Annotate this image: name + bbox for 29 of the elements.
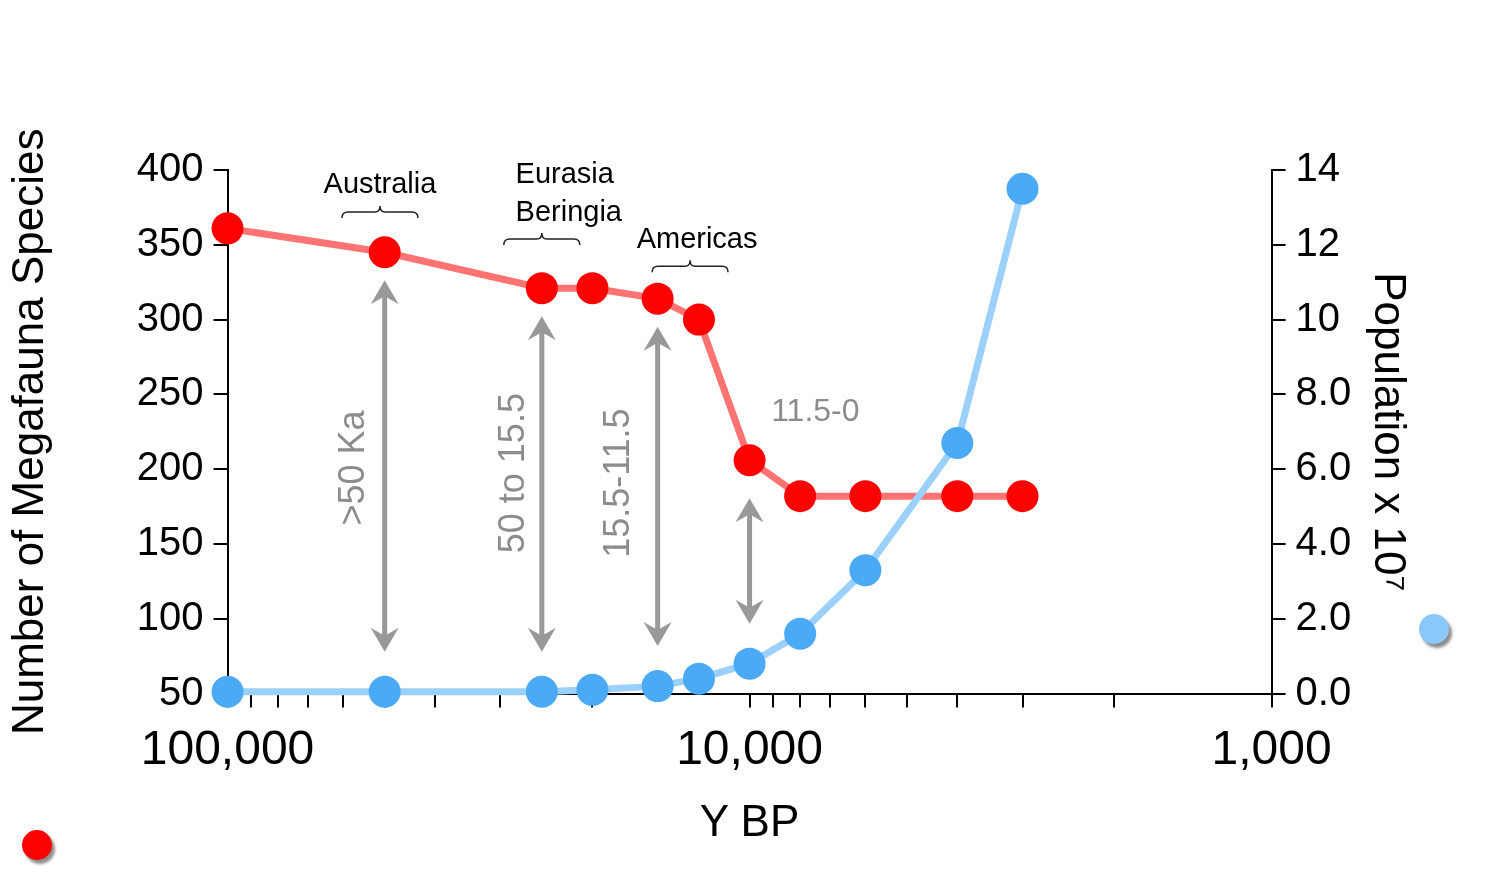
y-tick-label: 300 [136, 294, 204, 339]
annotation: Australia [323, 167, 438, 200]
annotation: Americas [636, 221, 758, 254]
y-tick-label: 200 [136, 444, 204, 489]
y2-tick-label: 4.0 [1295, 519, 1352, 564]
x-tick-label: 1,000 [1211, 720, 1332, 774]
annotation: 15.5-11.5 [595, 408, 637, 558]
y-tick-label: 400 [136, 145, 204, 190]
x-tick-label: 10,000 [676, 720, 823, 774]
y-tick-label: 50 [159, 668, 204, 713]
annotation: 11.5-0 [771, 391, 860, 428]
y-tick-label: 250 [136, 369, 204, 414]
x-tick-label: 100,000 [140, 720, 315, 774]
y-tick-label: 150 [136, 519, 204, 564]
y2-axis-title: Population x 10⁷ [1366, 272, 1416, 592]
y2-tick-label: 6.0 [1295, 444, 1352, 489]
y-tick-label: 100 [136, 593, 204, 638]
y2-tick-label: 14 [1295, 145, 1341, 190]
annotation: Eurasia Beringia [515, 156, 623, 227]
y2-tick-label: 2.0 [1295, 593, 1352, 638]
y-tick-label: 350 [136, 219, 204, 264]
x-axis-title: Y BP [699, 795, 800, 845]
y2-tick-label: 8.0 [1295, 369, 1352, 414]
y2-tick-label: 10 [1295, 294, 1341, 339]
y2-tick-label: 12 [1295, 219, 1341, 264]
annotation: 50 to 15.5 [490, 393, 532, 554]
y2-tick-label: 0.0 [1295, 668, 1352, 713]
y-axis-title: Number of Megafauna Species [2, 128, 52, 736]
annotation: >50 Ka [330, 409, 372, 526]
